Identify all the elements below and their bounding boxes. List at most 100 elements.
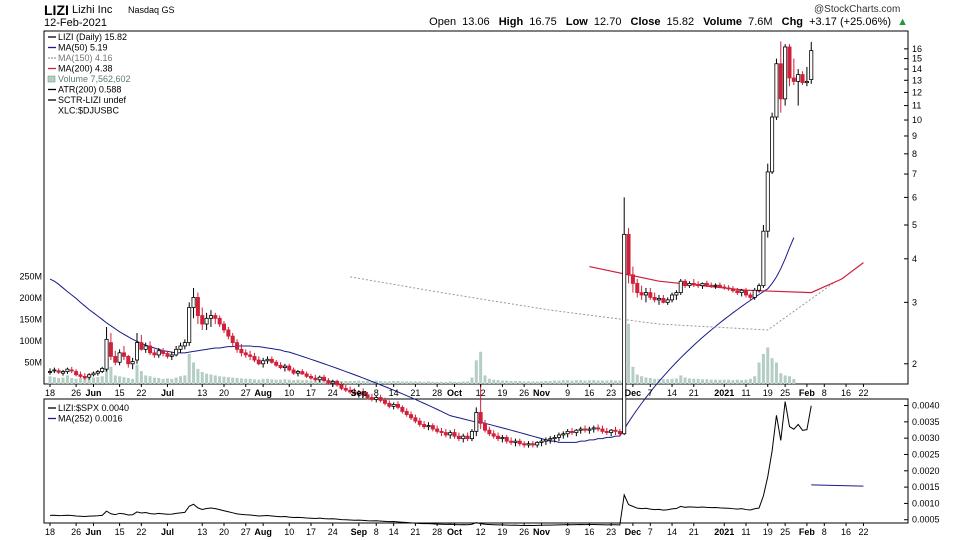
- candle-body: [348, 389, 353, 393]
- candle-body: [356, 391, 361, 395]
- price-tick-label: 15: [912, 54, 922, 64]
- close-label: Close: [630, 16, 661, 28]
- date-tick-label: 19: [763, 388, 773, 398]
- volume-bar: [157, 377, 161, 384]
- candle-body: [65, 368, 70, 372]
- price-tick-label: 3: [912, 297, 917, 307]
- axes: 234567891011121314151650M100M150M200M250…: [19, 44, 939, 537]
- volume-bar: [540, 381, 544, 384]
- candle-body: [48, 371, 53, 373]
- volume-bar: [152, 377, 156, 384]
- date-tick-label: 20: [219, 388, 229, 398]
- volume-bar: [496, 380, 500, 384]
- volume-bar: [187, 353, 191, 384]
- date-tick-label: 7: [648, 527, 653, 537]
- price-tick-label: 5: [912, 220, 917, 230]
- price-tick-label: 2: [912, 359, 917, 369]
- volume-bar: [148, 376, 152, 384]
- volume-bar: [292, 380, 296, 384]
- volume-bar: [487, 378, 491, 384]
- volume-bar: [74, 378, 78, 384]
- candle-body: [709, 284, 714, 287]
- volume-bar: [261, 378, 265, 384]
- date-tick-label: 19: [763, 527, 773, 537]
- legend-label-atr: ATR(200) 0.588: [58, 85, 121, 95]
- candle-body: [435, 428, 440, 432]
- date-tick-label: 24: [328, 388, 338, 398]
- candle-body: [800, 74, 805, 84]
- low-label: Low: [565, 16, 588, 28]
- date-tick-label: 21: [689, 527, 699, 537]
- volume-bar: [718, 379, 722, 384]
- volume-bar: [274, 379, 278, 384]
- volume-bar: [305, 380, 309, 384]
- candle-body: [108, 342, 113, 357]
- volume-bar: [774, 362, 778, 384]
- candle-body: [556, 434, 561, 438]
- volume-bar: [209, 374, 213, 384]
- volume-bar: [361, 380, 365, 384]
- volume-bar: [461, 381, 465, 384]
- volume-bar: [505, 380, 509, 384]
- candle-body: [809, 50, 814, 80]
- volume-bar: [579, 380, 583, 384]
- candle-body: [522, 443, 527, 446]
- volume-tick-label: 100M: [19, 336, 42, 346]
- candle-body: [465, 435, 470, 440]
- volume-bar: [500, 380, 504, 384]
- volume-bar: [239, 378, 243, 384]
- volume-bar: [753, 376, 757, 384]
- volume-bar: [70, 377, 74, 384]
- candle-body: [343, 387, 348, 391]
- candle-body: [195, 297, 200, 316]
- volume-bar: [679, 375, 683, 384]
- volume-bar: [640, 376, 644, 384]
- volume-bar: [422, 381, 426, 384]
- volume-bar: [87, 378, 91, 384]
- candle-body: [500, 437, 505, 440]
- candle-body: [174, 348, 179, 356]
- candle-body: [422, 424, 427, 428]
- volume-bar: [357, 380, 361, 384]
- candle-body: [596, 427, 601, 430]
- volume-bar: [266, 378, 269, 384]
- volume-bar: [614, 380, 617, 384]
- volume-bar: [783, 375, 787, 384]
- volume-bar: [788, 376, 791, 384]
- date-tick-label: 8: [822, 388, 827, 398]
- candle-body: [504, 437, 509, 442]
- candle-body: [335, 381, 340, 386]
- candle-body: [443, 432, 448, 436]
- volume-bar: [387, 381, 391, 384]
- date-tick-label: 25: [780, 527, 790, 537]
- volume-bar: [409, 381, 413, 384]
- candle-body: [152, 352, 157, 356]
- volume-bar: [122, 377, 126, 384]
- date-tick-label: Jul: [161, 388, 174, 398]
- candle-body: [413, 417, 418, 422]
- volume-bar: [670, 378, 674, 384]
- candle-body: [365, 394, 370, 398]
- date-tick-label: 22: [136, 388, 146, 398]
- date-tick-label: 12: [476, 527, 486, 537]
- volume-bar: [705, 379, 709, 384]
- candle-body: [291, 369, 296, 374]
- volume-bar: [748, 378, 752, 384]
- volume-bar: [257, 379, 261, 384]
- candle-body: [761, 230, 766, 287]
- candle-body: [609, 429, 614, 433]
- candle-body: [713, 284, 718, 287]
- candle-body: [757, 285, 762, 291]
- volume-bar: [457, 381, 461, 384]
- candle-body: [339, 384, 344, 389]
- volume-bar: [583, 380, 587, 384]
- volume-bar: [592, 380, 596, 384]
- volume-bar: [544, 380, 548, 384]
- candle-body: [791, 77, 796, 82]
- chg-value: +3.17 (+25.06%): [809, 16, 892, 28]
- date-tick-label: 23: [606, 527, 616, 537]
- price-tick-label: 11: [912, 101, 921, 111]
- volume-bar: [661, 379, 665, 384]
- price-tick-label: 12: [912, 87, 922, 97]
